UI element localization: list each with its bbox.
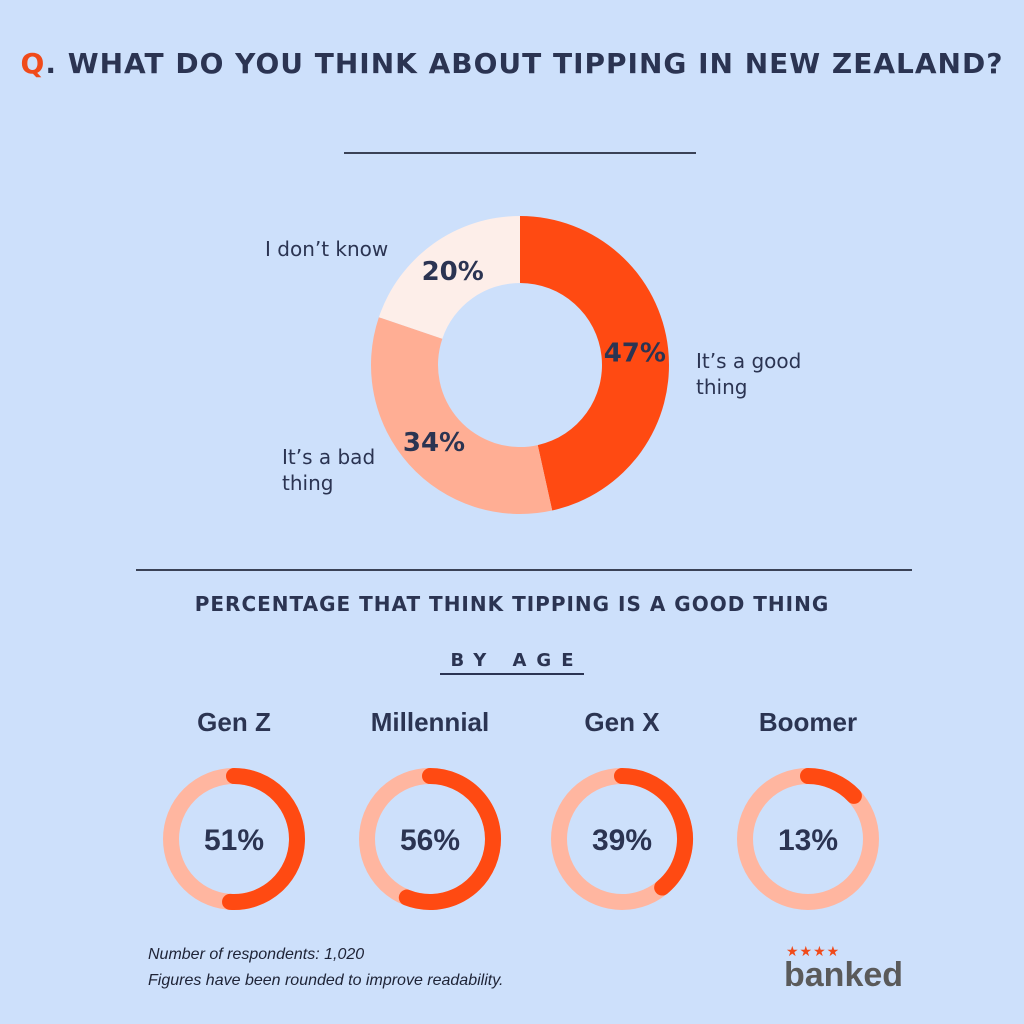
ring-fill-millennial xyxy=(398,768,501,910)
footnote-rounding: Figures have been rounded to improve rea… xyxy=(148,972,504,989)
title-q-prefix: Q xyxy=(20,47,46,80)
ring-fill-boomer xyxy=(800,768,862,804)
ring-fill-genx xyxy=(614,768,693,896)
title-text: . WHAT DO YOU THINK ABOUT TIPPING IN NEW… xyxy=(45,47,1004,80)
section-divider xyxy=(136,569,912,571)
gen-label-millennial: Millennial xyxy=(370,707,490,737)
gen-label-genz: Gen Z xyxy=(197,707,271,737)
gen-label-boomer: Boomer xyxy=(758,707,858,737)
ring-chart-boomer: 13% xyxy=(737,768,879,910)
page-title: Q. WHAT DO YOU THINK ABOUT TIPPING IN NE… xyxy=(0,42,1024,86)
banked-logo: ★★★★ banked xyxy=(784,944,914,994)
ring-chart-genz: 51% xyxy=(163,768,305,910)
slice-dont-know-value-label: 20% xyxy=(422,257,484,287)
ring-value-genz: 51% xyxy=(204,824,264,857)
slice-bad-thing-value-label: 34% xyxy=(403,428,465,458)
label-dont-know: I don’t know xyxy=(265,237,389,261)
slice-bad-thing xyxy=(371,317,553,514)
ring-value-genx: 39% xyxy=(592,824,652,857)
title-divider xyxy=(344,152,696,154)
logo-text: banked xyxy=(784,956,904,994)
by-age-text: BY AGE xyxy=(440,650,584,675)
label-bad-thing: It’s a bad thing xyxy=(282,444,402,496)
slice-dont-know xyxy=(378,216,520,339)
section2-title: PERCENTAGE THAT THINK TIPPING IS A GOOD … xyxy=(194,592,830,616)
label-good-line2: thing xyxy=(696,375,748,399)
ring-value-boomer: 13% xyxy=(778,824,838,857)
label-good-line1: It’s a good xyxy=(696,349,802,373)
label-bad-line2: thing xyxy=(282,471,334,495)
section2-subtitle: BY AGE xyxy=(0,650,1024,675)
slice-good-thing xyxy=(520,216,669,511)
gen-label-genx: Gen X xyxy=(584,707,660,737)
label-bad-line1: It’s a bad xyxy=(282,445,376,469)
logo-stars-icon: ★★★★ xyxy=(786,944,841,960)
slice-good-thing-value-label: 47% xyxy=(604,338,666,368)
ring-chart-genx: 39% xyxy=(551,768,693,910)
footnote: Number of respondents: 1,020 Figures hav… xyxy=(148,942,503,994)
footnote-respondents: Number of respondents: 1,020 xyxy=(148,946,365,963)
main-donut-chart: 47% 34% 20% xyxy=(371,216,669,514)
ring-chart-millennial: 56% xyxy=(359,768,501,910)
ring-value-millennial: 56% xyxy=(400,824,460,857)
ring-fill-genz xyxy=(222,768,305,910)
label-good-thing: It’s a good thing xyxy=(696,348,816,400)
